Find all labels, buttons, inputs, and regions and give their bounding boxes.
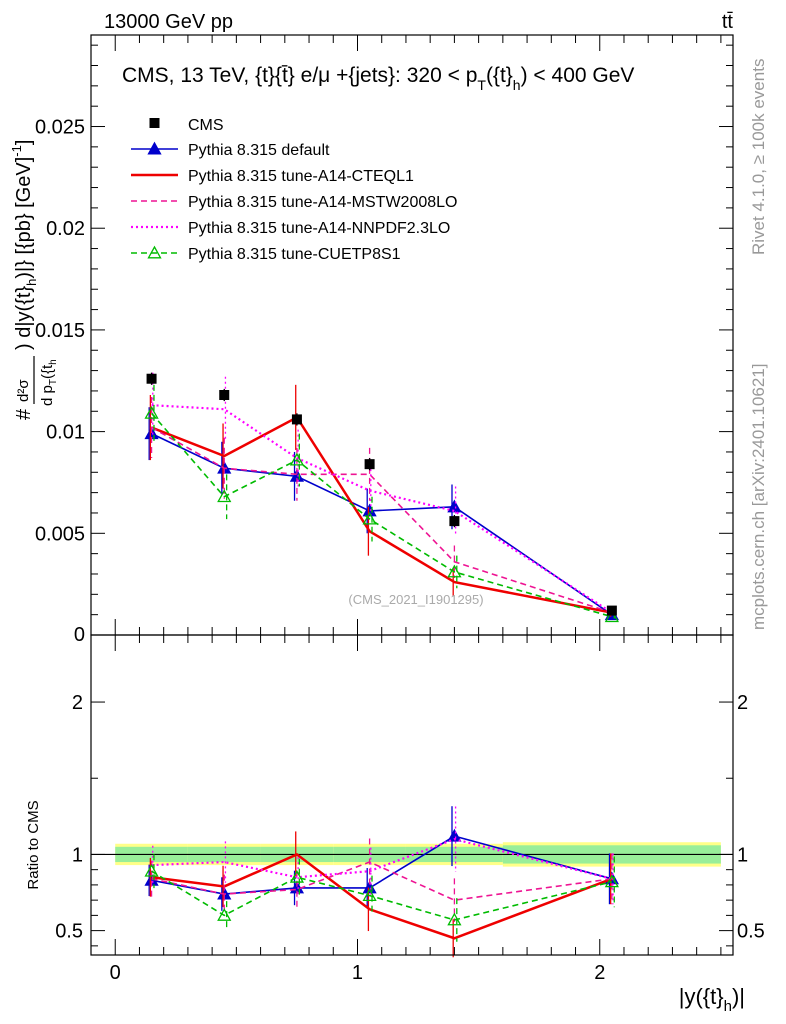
- ratio-series-line: [151, 870, 613, 921]
- ratio-frame: [90, 634, 734, 956]
- legend-entry: Pythia 8.315 tune-A14-NNPDF2.3LO: [131, 220, 450, 237]
- ratio-point: [217, 908, 232, 921]
- cms-point: [606, 605, 617, 616]
- legend-label: Pythia 8.315 default: [188, 142, 330, 159]
- ratio-y-tick-label: 1: [72, 844, 83, 866]
- cms-point: [219, 390, 230, 400]
- svg-text:d pT({th: d pT({th: [39, 359, 59, 406]
- ratio-point: [144, 863, 159, 877]
- series-line: [151, 432, 613, 616]
- legend-marker: [147, 245, 162, 259]
- header-left: 13000 GeV pp: [104, 11, 233, 33]
- ratio-series-2: [150, 838, 613, 922]
- legend-entry: Pythia 8.315 tune-A14-CTEQL1: [131, 168, 414, 185]
- ratio-panel: 0 1 2 0.5 0.5 1 1 2 2: [55, 35, 765, 984]
- x-axis-label: |y({t}h)|: [679, 984, 745, 1015]
- legend-label: CMS: [188, 117, 224, 134]
- series-line: [151, 415, 613, 614]
- y-tick-label: 0.01: [46, 422, 85, 444]
- ratio-point: [362, 888, 377, 902]
- legend-entry: CMS: [149, 117, 224, 134]
- series-line: [150, 412, 613, 618]
- cms-point: [364, 459, 375, 470]
- y-tick-label: 0.02: [46, 218, 85, 240]
- ratio-point: [447, 912, 462, 926]
- cms-point: [146, 373, 157, 384]
- series-2: [150, 397, 613, 617]
- series-4: [144, 384, 619, 623]
- y-axis-label: # d²σ d pT({th ) d|y({t}h)|} [{pb} [GeV]…: [9, 140, 59, 420]
- header-right: tt̄: [722, 11, 734, 33]
- watermark: (CMS_2021_I1901295): [348, 592, 483, 607]
- legend-entry: Pythia 8.315 tune-CUETP8S1: [131, 245, 401, 263]
- ratio-series-4: [144, 854, 619, 942]
- series-point: [289, 452, 305, 466]
- legend-entry: Pythia 8.315 tune-A14-MSTW2008LO: [131, 194, 457, 211]
- series-point: [447, 499, 462, 513]
- series-line: [151, 404, 613, 614]
- cms-point: [449, 516, 460, 527]
- y-tick-label: 0.025: [35, 117, 85, 139]
- ratio-y-tick-label: 2: [737, 692, 748, 714]
- ratio-y-tick-label: 0.5: [737, 921, 765, 943]
- x-tick-label: 1: [352, 962, 363, 984]
- cms-data: [146, 372, 617, 616]
- legend-label: Pythia 8.315 tune-A14-MSTW2008LO: [188, 194, 457, 211]
- main-y-axis: 0.005 0.01 0.015 0.02 0.025 0: [35, 44, 733, 646]
- x-tick-label: 0: [110, 962, 121, 984]
- svg-text:d²σ: d²σ: [15, 379, 32, 402]
- ratio-point: [604, 874, 619, 888]
- x-tick-label: 2: [594, 962, 605, 984]
- legend-label: Pythia 8.315 tune-A14-NNPDF2.3LO: [188, 220, 450, 237]
- series-0: [144, 407, 619, 621]
- ratio-y-tick-label: 2: [72, 692, 83, 714]
- ratio-y-axis: 0.5 0.5 1 1 2 2: [55, 692, 765, 947]
- chart-title: CMS, 13 TeV, {t}{t̄} e/μ +{jets}: 320 < …: [122, 64, 634, 93]
- ratio-point: [289, 869, 305, 883]
- ratio-series-line: [151, 861, 612, 901]
- ratio-series-line: [151, 838, 613, 880]
- side-label-top: Rivet 4.1.0, ≥ 100k events: [749, 59, 768, 255]
- legend-entry: Pythia 8.315 default: [131, 141, 330, 159]
- svg-text:) d|y({t}h)|} [{pb} [GeV]-1]: ) d|y({t}h)|} [{pb} [GeV]-1]: [9, 140, 39, 350]
- y-tick-label: 0: [74, 624, 85, 646]
- y-tick-label: 0.015: [35, 320, 85, 342]
- main-panel: 0.005 0.01 0.015 0.02 0.025 0: [35, 34, 734, 646]
- ratio-y-axis-label: Ratio to CMS: [25, 800, 42, 889]
- ratio-series-1: [149, 831, 613, 958]
- legend-marker: [147, 141, 162, 155]
- ratio-y-tick-label: 1: [737, 844, 748, 866]
- svg-text:#: #: [13, 408, 35, 420]
- legend-label: Pythia 8.315 tune-A14-CTEQL1: [188, 168, 414, 185]
- series-point: [217, 489, 232, 503]
- cms-point: [291, 414, 302, 425]
- x-axis: 0 1 2: [110, 35, 722, 984]
- legend: CMS Pythia 8.315 default Pythia 8.315 tune…: [131, 117, 457, 263]
- ratio-series-line: [151, 852, 613, 940]
- series-point: [144, 405, 159, 419]
- series-point: [362, 511, 377, 525]
- legend-marker: [149, 118, 160, 128]
- legend-label: Pythia 8.315 tune-CUETP8S1: [188, 246, 401, 263]
- ratio-y-tick-label: 0.5: [55, 921, 83, 943]
- side-label-bottom: mcplots.cern.ch [arXiv:2401.10621]: [749, 364, 768, 630]
- series-point: [447, 564, 462, 578]
- ratio-point: [447, 828, 462, 842]
- series-1: [149, 384, 613, 617]
- y-tick-label: 0.005: [35, 523, 85, 545]
- series-3: [151, 372, 614, 617]
- series-point: [604, 609, 619, 623]
